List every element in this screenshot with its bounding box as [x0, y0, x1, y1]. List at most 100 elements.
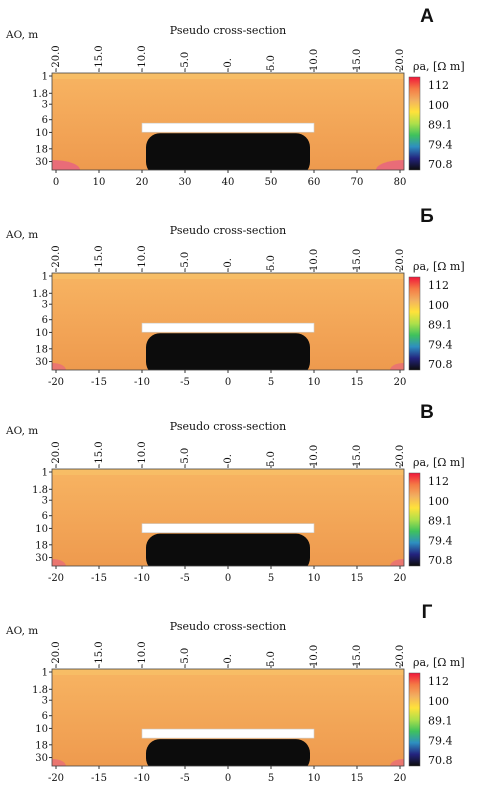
- colorbar: [408, 276, 421, 371]
- top-tick-label: 5.0: [266, 55, 277, 71]
- y-tick-label: 1: [42, 72, 48, 83]
- y-tick-label: 3: [42, 696, 48, 707]
- top-tick-label: 10.0: [309, 645, 320, 667]
- colorbar-tick-label: 89.1: [428, 715, 453, 728]
- y-tick-label: 3: [42, 100, 48, 111]
- bottom-tick-label: -10: [134, 573, 150, 584]
- top-tick-label: 20.0: [395, 49, 406, 71]
- bottom-tick-label: 10: [308, 573, 321, 584]
- top-tick-label: -10.0: [137, 245, 148, 271]
- target-body: [141, 122, 315, 133]
- corner-anomaly-left: [52, 559, 66, 566]
- y-tick-label: 1.8: [32, 485, 48, 496]
- colorbar: [408, 672, 421, 767]
- target-body: [141, 523, 315, 533]
- chart-title: Pseudo cross-section: [170, 420, 287, 433]
- top-tick-label: 10.0: [309, 249, 320, 271]
- bottom-tick-label: -15: [91, 573, 107, 584]
- colorbar-tick-label: 112: [428, 475, 449, 488]
- colorbar: [408, 76, 421, 171]
- top-tick-label: -0.: [223, 258, 234, 271]
- y-tick-label: 18: [35, 540, 48, 551]
- top-tick-label: -15.0: [94, 45, 105, 71]
- top-tick-label: 15.0: [352, 645, 363, 667]
- y-tick-label: 1.8: [32, 89, 48, 100]
- y-tick-label: 1: [42, 668, 48, 679]
- colorbar: [408, 472, 421, 567]
- bottom-tick-label: 5: [268, 377, 274, 388]
- corner-anomaly-left: [52, 759, 66, 766]
- corner-anomaly-left: [52, 160, 80, 170]
- bottom-tick-label: 10: [308, 773, 321, 784]
- y-tick-label: 18: [35, 344, 48, 355]
- colorbar-tick-label: 100: [428, 99, 449, 112]
- top-tick-label: -10.0: [137, 45, 148, 71]
- top-tick-label: -5.0: [180, 648, 191, 667]
- top-tick-label: -5.0: [180, 448, 191, 467]
- bottom-tick-label: -20: [48, 573, 64, 584]
- y-tick-label: 1: [42, 272, 48, 283]
- colorbar-tick-label: 79.4: [428, 534, 453, 547]
- colorbar-label: ρa, [Ω m]: [413, 656, 465, 669]
- panel-1: Pseudo cross-section A AO, m -20.0 -15.0 -10.…: [0, 0, 492, 200]
- y-tick-label: 6: [42, 511, 48, 522]
- bottom-tick-label: -5: [180, 573, 190, 584]
- chart-title: Pseudo cross-section: [170, 24, 287, 37]
- y-tick-label: 6: [42, 315, 48, 326]
- colorbar-tick-label: 79.4: [428, 338, 453, 351]
- panel-3: Pseudo cross-section В AO, m -20.0 -15.0 -10.…: [0, 396, 492, 596]
- panel-letter: A: [420, 6, 434, 27]
- bottom-tick-label: 20: [394, 773, 407, 784]
- colorbar-tick-label: 112: [428, 79, 449, 92]
- top-tick-label: -15.0: [94, 245, 105, 271]
- bottom-tick-label: 10: [93, 177, 106, 188]
- bottom-tick-label: -5: [180, 773, 190, 784]
- y-axis-label: AO, m: [5, 425, 38, 437]
- top-tick-label: 5.0: [266, 451, 277, 467]
- colorbar-label: ρa, [Ω m]: [413, 60, 465, 73]
- chart-svg: Pseudo cross-section A AO, m -20.0 -15.0 -10.…: [5, 6, 465, 188]
- top-tick-label: 5.0: [266, 651, 277, 667]
- top-tick-label: -10.0: [137, 441, 148, 467]
- y-tick-label: 6: [42, 711, 48, 722]
- y-tick-label: 18: [35, 144, 48, 155]
- bottom-tick-label: 30: [179, 177, 192, 188]
- corner-anomaly-left: [52, 363, 66, 370]
- shallow-band: [52, 273, 404, 279]
- bottom-tick-label: 5: [268, 773, 274, 784]
- corner-anomaly-right: [390, 363, 404, 370]
- top-tick-label: -20.0: [51, 441, 62, 467]
- top-tick-label: -10.0: [137, 641, 148, 667]
- corner-anomaly-right: [376, 160, 404, 170]
- bottom-tick-label: 20: [136, 177, 149, 188]
- corner-anomaly-right: [390, 759, 404, 766]
- top-tick-label: 15.0: [352, 445, 363, 467]
- bottom-tick-label: -10: [134, 773, 150, 784]
- panel-letter: Б: [420, 206, 434, 227]
- colorbar-tick-label: 89.1: [428, 119, 453, 132]
- shallow-band: [52, 73, 404, 79]
- colorbar-tick-label: 70.8: [428, 358, 453, 371]
- plot-area: [52, 669, 404, 766]
- chart-svg: Pseudo cross-section Б AO, m -20.0 -15.0 -10.…: [5, 206, 465, 388]
- top-tick-label: 10.0: [309, 445, 320, 467]
- bottom-tick-label: 80: [394, 177, 407, 188]
- chart-title: Pseudo cross-section: [170, 224, 287, 237]
- y-tick-label: 30: [35, 157, 48, 168]
- top-tick-label: 10.0: [309, 49, 320, 71]
- bottom-tick-label: 10: [308, 377, 321, 388]
- bottom-tick-label: -20: [48, 773, 64, 784]
- bottom-tick-label: 40: [222, 177, 235, 188]
- panel-letter: В: [420, 402, 434, 423]
- bottom-tick-label: 0: [225, 773, 231, 784]
- y-tick-label: 30: [35, 357, 48, 368]
- bottom-tick-label: -15: [91, 773, 107, 784]
- top-tick-label: 20.0: [395, 249, 406, 271]
- colorbar-label: ρa, [Ω m]: [413, 456, 465, 469]
- panel-letter: Г: [422, 602, 433, 623]
- shallow-band: [52, 469, 404, 475]
- plot-area: [52, 273, 404, 370]
- y-tick-label: 10: [35, 128, 48, 139]
- bottom-tick-label: -20: [48, 377, 64, 388]
- bottom-tick-label: -15: [91, 377, 107, 388]
